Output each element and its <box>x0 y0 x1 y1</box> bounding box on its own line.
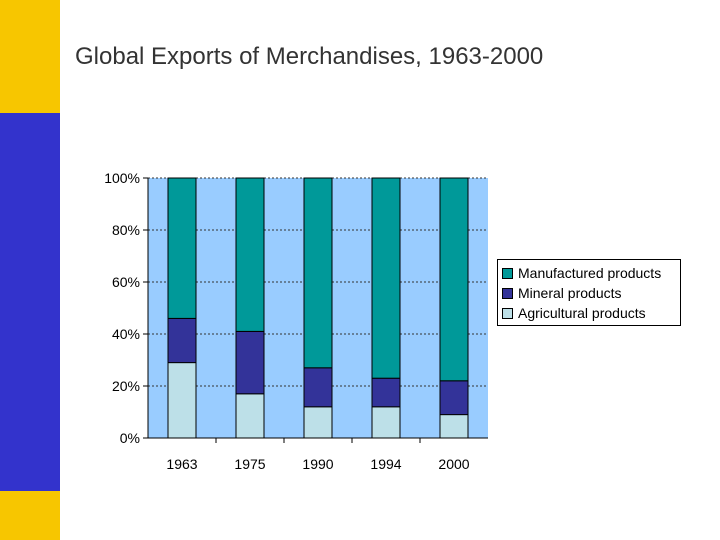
bar-segment <box>235 330 265 395</box>
bar-segment <box>167 317 197 364</box>
legend-item: Manufactured products <box>502 263 676 283</box>
accent-strip-bottom <box>0 491 60 540</box>
bar-segment <box>303 406 333 439</box>
y-tick-label: 100% <box>104 170 140 186</box>
bar-segment <box>439 414 469 439</box>
legend-swatch <box>502 267 513 279</box>
bar-segment <box>235 393 265 439</box>
y-tick-label: 80% <box>112 222 140 238</box>
y-tick-label: 60% <box>112 274 140 290</box>
y-tick-label: 20% <box>112 378 140 394</box>
bar-segment <box>303 177 333 369</box>
legend-item: Agricultural products <box>502 303 676 323</box>
bar-segment <box>235 177 265 332</box>
y-tick-label: 40% <box>112 326 140 342</box>
bar-segment <box>167 177 197 319</box>
x-tick-label: 2000 <box>438 456 469 472</box>
legend-swatch <box>502 287 513 299</box>
legend-label: Mineral products <box>518 285 622 301</box>
page-title: Global Exports of Merchandises, 1963-200… <box>75 43 544 70</box>
chart-legend: Manufactured products Mineral products Agr… <box>497 259 681 326</box>
legend-swatch <box>502 307 513 319</box>
legend-item: Mineral products <box>502 283 676 303</box>
x-tick-label: 1990 <box>302 456 333 472</box>
accent-strip-middle <box>0 113 60 491</box>
bar-segment <box>371 177 401 379</box>
bar-segment <box>167 362 197 439</box>
y-tick-label: 0% <box>120 430 140 446</box>
legend-label: Manufactured products <box>518 265 662 281</box>
bar-segment <box>371 377 401 408</box>
bar-segment <box>439 380 469 416</box>
x-tick-label: 1994 <box>370 456 401 472</box>
x-tick-label: 1963 <box>166 456 197 472</box>
bar-segment <box>439 177 469 382</box>
accent-strip-top <box>0 0 60 113</box>
bar-segment <box>371 406 401 439</box>
bar-segment <box>303 367 333 408</box>
legend-label: Agricultural products <box>518 305 646 321</box>
x-tick-label: 1975 <box>234 456 265 472</box>
